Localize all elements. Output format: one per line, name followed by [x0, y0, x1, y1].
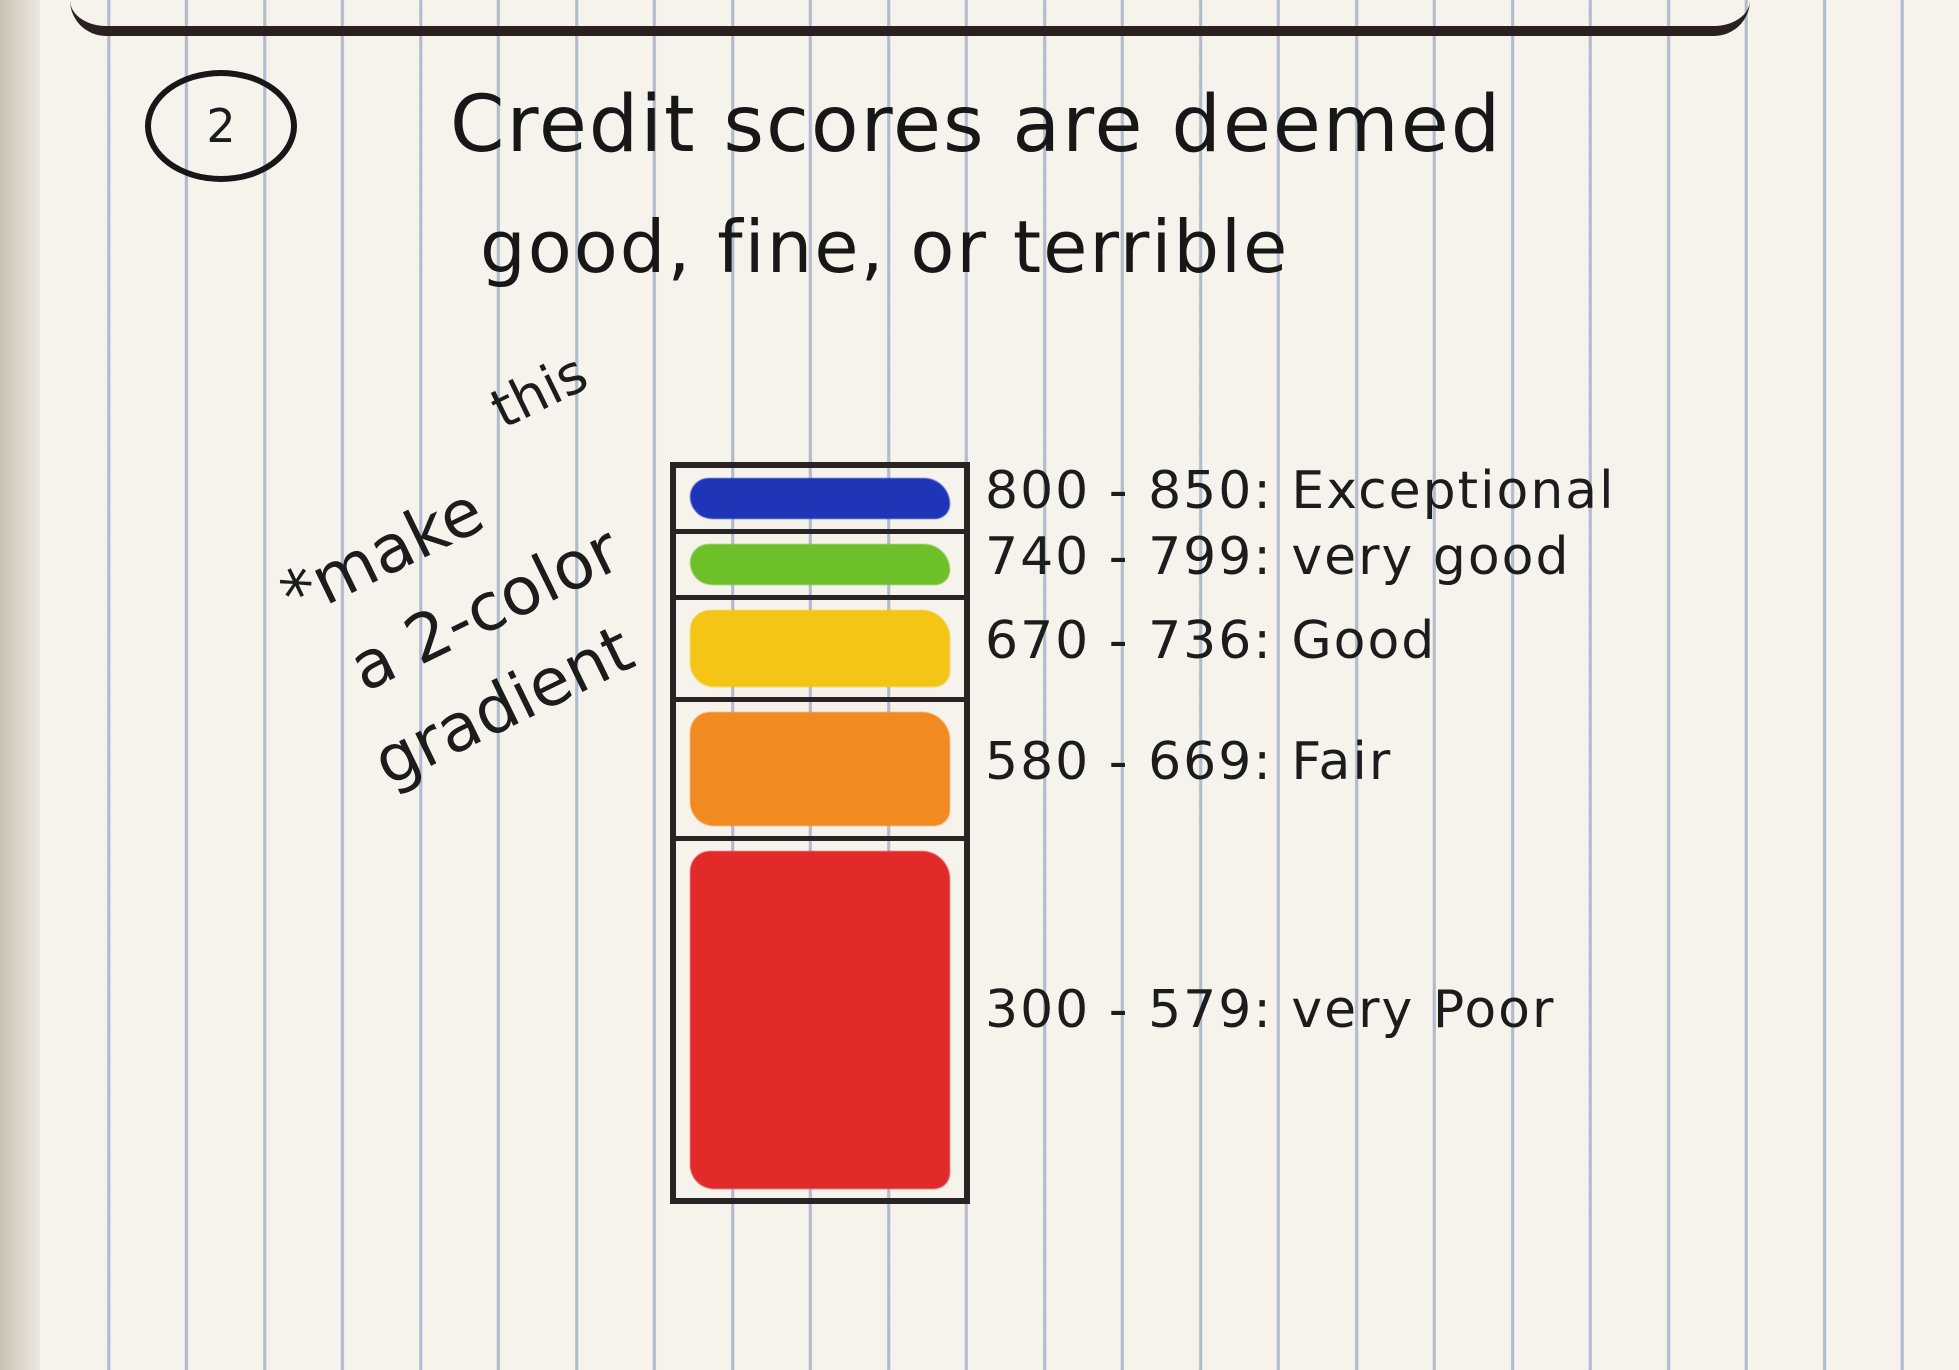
- color-swatch: [690, 712, 950, 826]
- color-swatch: [690, 478, 950, 519]
- note-line-this: this: [480, 341, 598, 441]
- top-rule-line: [70, 0, 1750, 36]
- color-swatch: [690, 544, 950, 585]
- scale-band: [676, 534, 964, 600]
- title-line-1: Credit scores are deemed: [450, 80, 1503, 170]
- item-number: 2: [206, 99, 236, 153]
- item-number-circle: 2: [145, 70, 297, 182]
- scale-band: [676, 468, 964, 534]
- color-swatch: [690, 851, 950, 1189]
- score-range-label: 580 - 669: Fair: [985, 731, 1393, 792]
- paper-edge: [0, 0, 40, 1370]
- scale-band: [676, 841, 964, 1199]
- credit-score-scale: [670, 462, 970, 1204]
- title-line-2: good, fine, or terrible: [480, 205, 1290, 289]
- scale-band: [676, 702, 964, 841]
- score-range-label: 670 - 736: Good: [985, 611, 1437, 671]
- score-range-label: 300 - 579: very Poor: [985, 980, 1556, 1040]
- color-swatch: [690, 610, 950, 687]
- scale-band: [676, 600, 964, 702]
- score-range-label: 740 - 799: very good: [985, 527, 1571, 587]
- score-range-label: 800 - 850: Exceptional: [985, 461, 1616, 521]
